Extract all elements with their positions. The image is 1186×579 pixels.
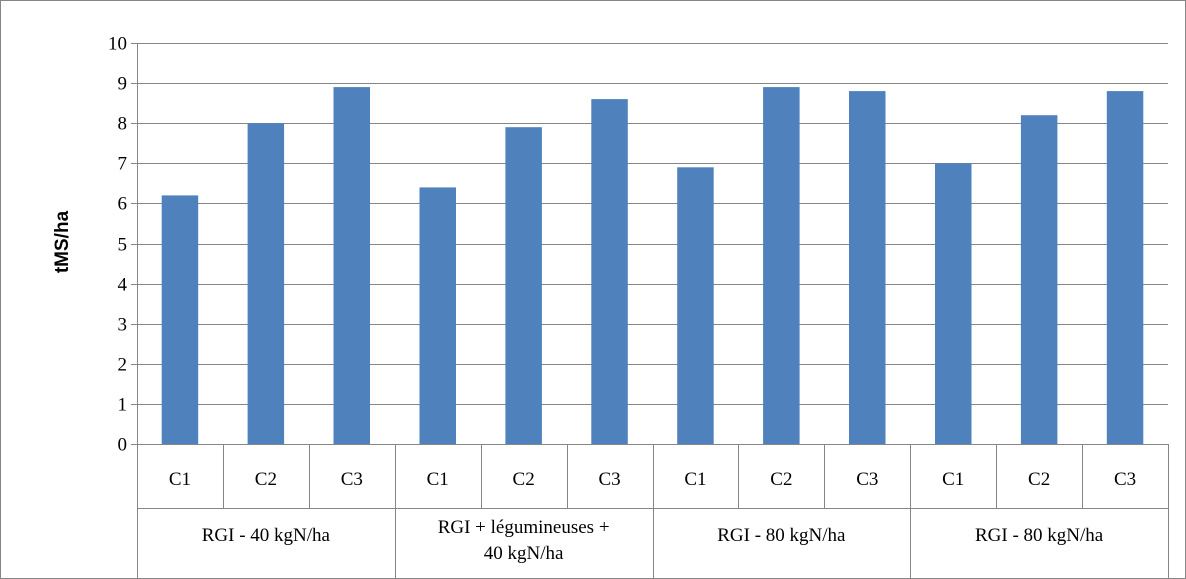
labels: 0 1 2 3 4 5 6 7 8 9 10 C1 C2 C3 RGI - 40 kgN/ha C1 C2 C3 R… [108, 34, 1136, 565]
bar-g3-c3 [849, 91, 886, 444]
gridlines [137, 43, 1168, 405]
axes [131, 43, 1169, 578]
y-axis-label: tMS/ha [52, 210, 73, 273]
group-label: RGI + légumineuses + [438, 517, 610, 538]
y-tick-label: 1 [118, 395, 128, 416]
group-label: RGI - 40 kgN/ha [202, 525, 331, 546]
group-label: 40 kgN/ha [484, 543, 564, 564]
category-label: C1 [169, 469, 191, 490]
y-tick-label: 7 [118, 154, 128, 175]
category-label: C2 [255, 469, 277, 490]
y-tick-label: 9 [118, 74, 128, 95]
category-label: C2 [1028, 469, 1050, 490]
bar-g1-c1 [161, 195, 199, 444]
category-label: C2 [770, 469, 792, 490]
y-tick-label: 8 [118, 114, 128, 135]
category-label: C2 [513, 469, 535, 490]
category-label: C1 [942, 469, 964, 490]
category-label: C3 [1114, 469, 1136, 490]
y-tick-label: 4 [118, 275, 128, 296]
bar-g2-c2 [505, 127, 542, 444]
y-tick-label: 10 [108, 34, 127, 55]
y-tick-label: 0 [118, 435, 128, 456]
bar-g2-c3 [591, 99, 628, 444]
bar-g4-c2 [1020, 115, 1058, 444]
bars [161, 87, 1144, 445]
y-tick-label: 3 [118, 315, 128, 336]
category-label: C3 [598, 469, 620, 490]
bar-g3-c2 [763, 87, 800, 444]
bar-g4-c3 [1106, 91, 1144, 444]
group-label: RGI - 80 kgN/ha [717, 525, 846, 546]
bar-g3-c1 [677, 167, 714, 445]
y-tick-label: 6 [118, 194, 128, 215]
bar-g2-c1 [419, 187, 456, 444]
category-label: C3 [856, 469, 878, 490]
y-tick-label: 5 [118, 235, 128, 256]
group-label: RGI - 80 kgN/ha [975, 525, 1104, 546]
category-label: C1 [427, 469, 449, 490]
category-label: C3 [341, 469, 363, 490]
category-label: C1 [684, 469, 706, 490]
y-tick-label: 2 [118, 355, 128, 376]
bar-g1-c3 [333, 87, 370, 444]
bar-g4-c1 [935, 163, 972, 445]
bar-g1-c2 [247, 123, 285, 444]
